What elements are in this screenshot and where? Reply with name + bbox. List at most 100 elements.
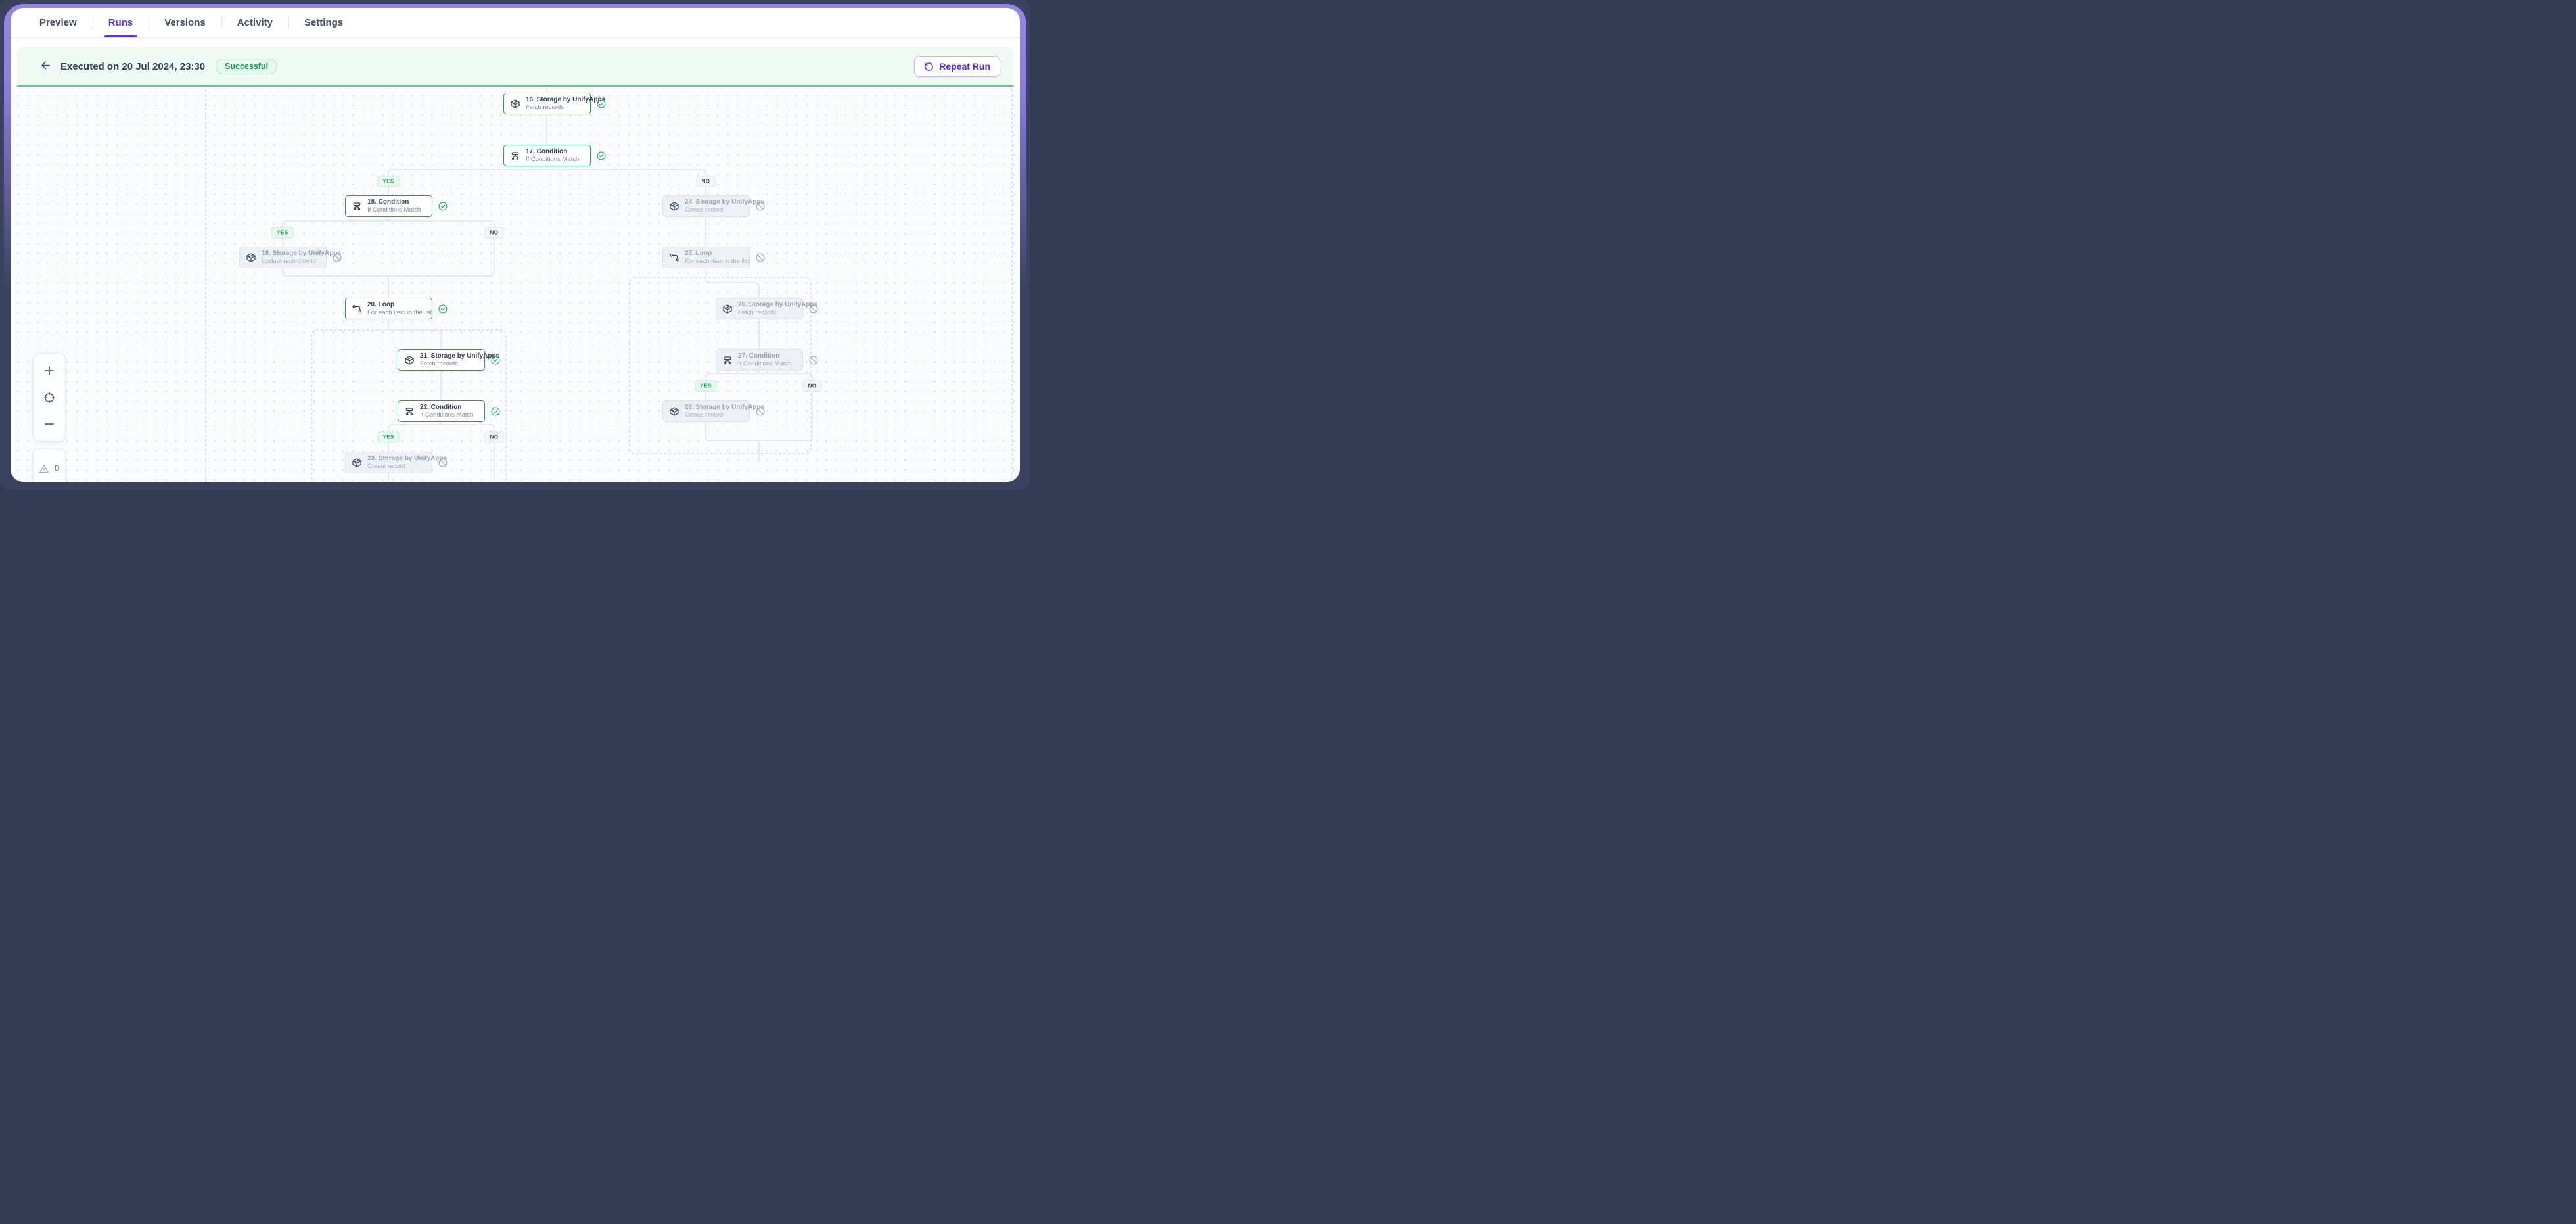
- rotate-ccw-icon: [924, 62, 934, 72]
- condition-icon: [404, 406, 415, 417]
- skipped-circle-icon: [438, 458, 448, 467]
- node-title: 19. Storage by UnifyApps: [262, 249, 342, 257]
- app-window: Preview Runs Versions Activity Settings Exec…: [0, 0, 1030, 490]
- arrow-left-icon: [39, 59, 52, 74]
- storage-icon: [510, 99, 520, 109]
- node-title: 18. Condition: [367, 198, 409, 206]
- repeat-run-button[interactable]: Repeat Run: [914, 56, 1000, 77]
- branch-badge-no: NO: [484, 227, 504, 239]
- workflow-node-28[interactable]: 28. Storage by UnifyApps Create record: [662, 400, 750, 422]
- issues-count: 0: [54, 463, 60, 474]
- tab-activity[interactable]: Activity: [221, 8, 288, 37]
- workflow-panel: Preview Runs Versions Activity Settings Exec…: [11, 8, 1020, 482]
- tab-preview[interactable]: Preview: [24, 8, 93, 37]
- plus-icon: [43, 365, 55, 377]
- workflow-node-21[interactable]: 21. Storage by UnifyApps Fetch records: [398, 349, 485, 371]
- node-subtitle: Update record by id: [262, 257, 316, 265]
- workflow-node-25[interactable]: 25. Loop For each item in the list: [662, 247, 750, 268]
- node-title: 20. Loop: [367, 300, 395, 308]
- workflow-node-18[interactable]: 18. Condition If Conditions Match: [345, 195, 432, 217]
- workflow-node-24[interactable]: 24. Storage by UnifyApps Create record: [662, 195, 750, 217]
- tab-bar: Preview Runs Versions Activity Settings: [11, 8, 1020, 38]
- node-subtitle: Fetch records: [526, 103, 564, 111]
- skipped-circle-icon: [756, 253, 765, 262]
- loop-icon: [352, 304, 362, 314]
- zoom-out-button[interactable]: [37, 414, 61, 434]
- condition-icon: [352, 201, 362, 212]
- branch-badge-yes: YES: [377, 176, 400, 187]
- node-title: 22. Condition: [420, 403, 462, 411]
- node-subtitle: For each item in the list: [685, 257, 750, 265]
- storage-icon: [722, 304, 733, 314]
- branch-badge-yes: YES: [271, 227, 294, 239]
- storage-icon: [404, 355, 415, 365]
- condition-icon: [722, 355, 733, 365]
- check-circle-icon: [491, 407, 500, 416]
- back-button[interactable]: [37, 58, 54, 75]
- node-title: 17. Condition: [526, 147, 568, 155]
- repeat-run-label: Repeat Run: [939, 61, 990, 72]
- storage-icon: [669, 406, 679, 417]
- branch-badge-no: NO: [802, 380, 822, 392]
- branch-badge-yes: YES: [377, 431, 400, 443]
- workflow-node-26[interactable]: 26. Storage by UnifyApps Fetch records: [716, 298, 803, 319]
- status-badge: Successful: [216, 59, 278, 74]
- check-circle-icon: [438, 304, 448, 314]
- node-subtitle: If Conditions Match: [367, 206, 421, 214]
- warning-icon: [39, 463, 49, 474]
- check-circle-icon: [597, 151, 606, 160]
- node-title: 25. Loop: [685, 249, 712, 257]
- storage-icon: [246, 252, 256, 263]
- issues-panel: 0: [33, 448, 66, 482]
- node-title: 21. Storage by UnifyApps: [420, 352, 500, 360]
- skipped-circle-icon: [756, 407, 765, 416]
- node-subtitle: If Conditions Match: [526, 155, 580, 163]
- loop-icon: [669, 252, 679, 263]
- workflow-node-22[interactable]: 22. Condition If Conditions Match: [398, 400, 485, 422]
- check-circle-icon: [438, 202, 448, 211]
- branch-badge-yes: YES: [695, 380, 717, 392]
- node-subtitle: For each item in the list: [367, 308, 432, 316]
- branch-badge-no: NO: [484, 431, 504, 443]
- workflow-node-23[interactable]: 23. Storage by UnifyApps Create record: [345, 452, 432, 473]
- node-subtitle: If Conditions Match: [738, 360, 792, 367]
- skipped-circle-icon: [756, 202, 765, 211]
- node-subtitle: Create record: [685, 206, 724, 214]
- workflow-node-19[interactable]: 19. Storage by UnifyApps Update record b…: [239, 247, 327, 268]
- node-subtitle: Fetch records: [738, 308, 777, 316]
- condition-icon: [510, 151, 520, 161]
- zoom-in-button[interactable]: [37, 361, 61, 381]
- tab-settings[interactable]: Settings: [288, 8, 359, 37]
- node-title: 27. Condition: [738, 352, 780, 360]
- workflow-node-17[interactable]: 17. Condition If Conditions Match: [503, 145, 591, 166]
- node-subtitle: Fetch records: [420, 360, 459, 367]
- node-title: 16. Storage by UnifyApps: [526, 95, 606, 103]
- run-header: Executed on 20 Jul 2024, 23:30 Successfu…: [17, 47, 1013, 87]
- workflow-canvas[interactable]: 16. Storage by UnifyApps Fetch records 1…: [11, 87, 1020, 482]
- node-subtitle: Create record: [685, 411, 724, 419]
- node-title: 24. Storage by UnifyApps: [685, 198, 765, 206]
- workflow-node-16[interactable]: 16. Storage by UnifyApps Fetch records: [503, 93, 591, 114]
- node-title: 28. Storage by UnifyApps: [685, 403, 765, 411]
- branch-badge-no: NO: [696, 176, 716, 187]
- run-title: Executed on 20 Jul 2024, 23:30: [60, 60, 206, 72]
- workflow-node-20[interactable]: 20. Loop For each item in the list: [345, 298, 432, 319]
- workflow-node-27[interactable]: 27. Condition If Conditions Match: [716, 349, 803, 371]
- storage-icon: [352, 458, 362, 468]
- crosshair-icon: [43, 392, 55, 404]
- skipped-circle-icon: [809, 356, 818, 365]
- zoom-toolbar: [33, 353, 66, 442]
- check-circle-icon: [597, 99, 606, 108]
- minus-icon: [43, 418, 55, 430]
- issues-button[interactable]: 0: [35, 462, 63, 475]
- fit-view-button[interactable]: [37, 388, 61, 408]
- check-circle-icon: [491, 356, 500, 365]
- node-subtitle: Create record: [367, 462, 406, 470]
- node-title: 23. Storage by UnifyApps: [367, 454, 448, 462]
- tab-runs[interactable]: Runs: [93, 8, 149, 37]
- skipped-circle-icon: [809, 304, 818, 314]
- node-title: 26. Storage by UnifyApps: [738, 300, 818, 308]
- tab-versions[interactable]: Versions: [149, 8, 221, 37]
- storage-icon: [669, 201, 679, 212]
- skipped-circle-icon: [333, 253, 342, 262]
